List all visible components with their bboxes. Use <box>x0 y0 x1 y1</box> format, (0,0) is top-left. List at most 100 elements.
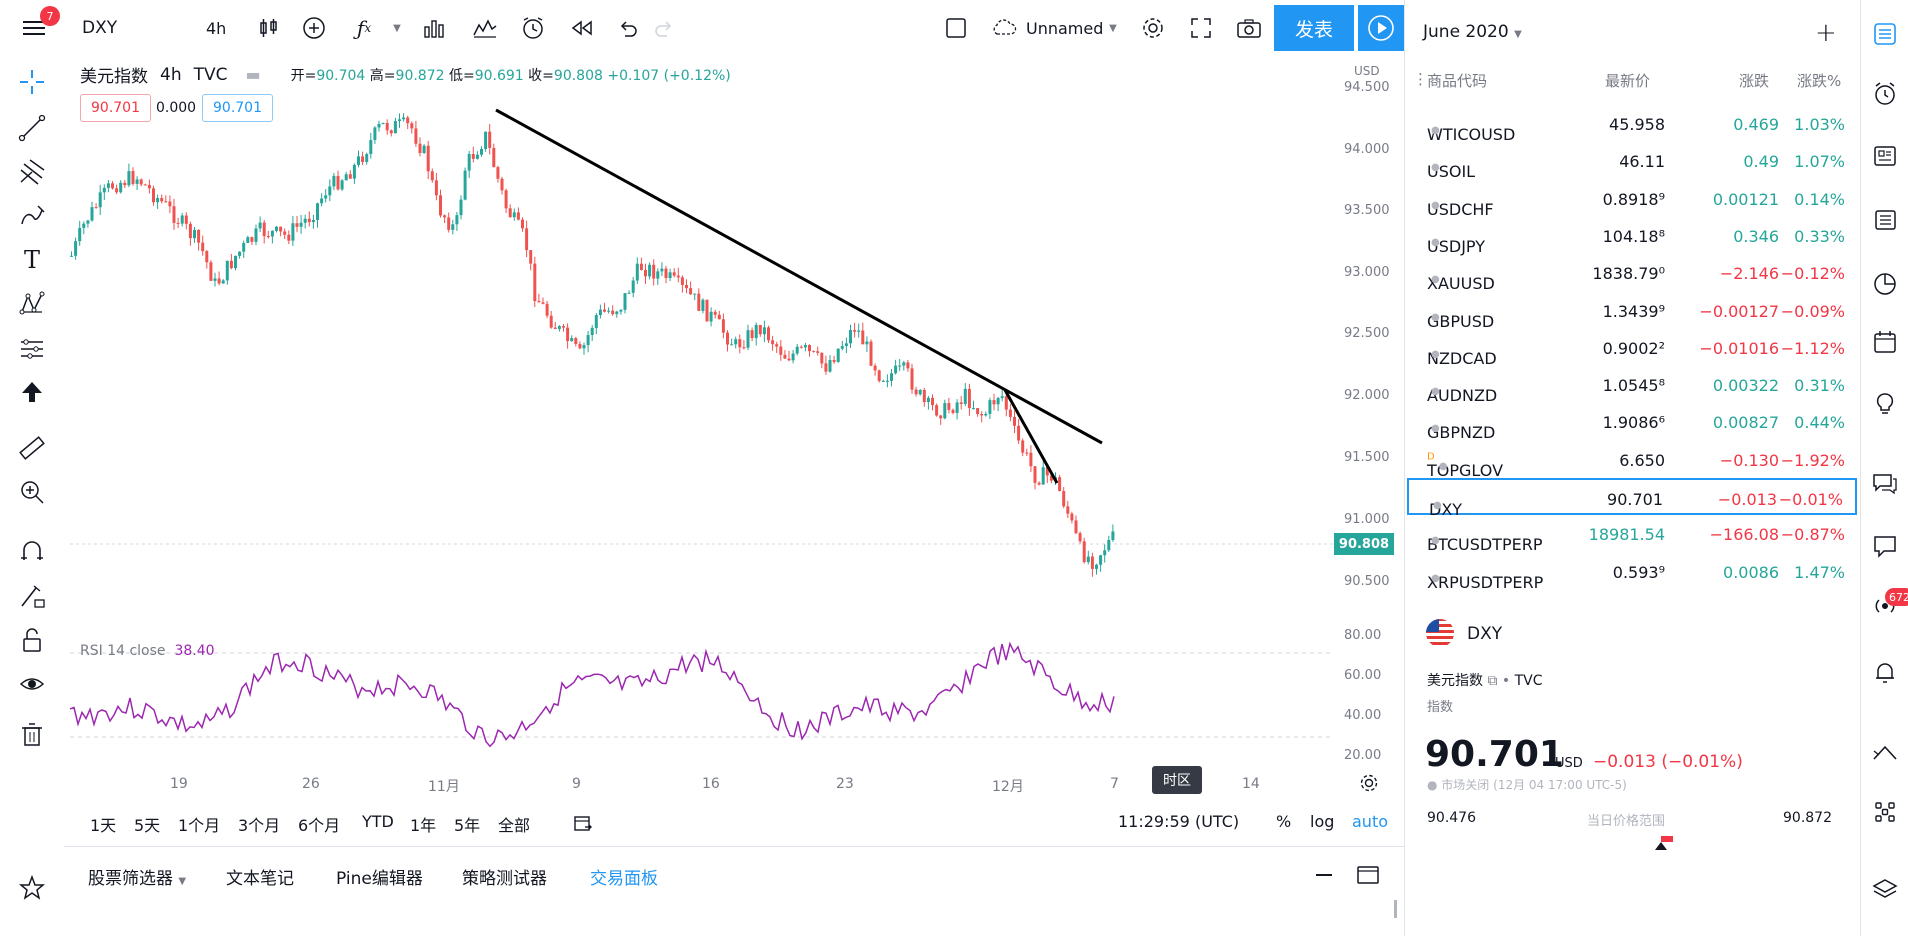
watchlist-row[interactable]: USOIL ● 46.11 0.49 1.07% <box>1427 152 1845 182</box>
watchlist-row[interactable]: DXY ● 90.701 −0.013 −0.01% <box>1407 478 1857 519</box>
alarm-clock-icon[interactable] <box>1869 78 1901 110</box>
range-all[interactable]: 全部 <box>498 816 531 835</box>
magnet-icon[interactable] <box>16 536 48 568</box>
news-icon[interactable] <box>1869 140 1901 172</box>
watchlist-icon[interactable] <box>1869 18 1901 50</box>
legend-symbol-name[interactable]: 美元指数 <box>80 67 148 87</box>
interval-button[interactable]: 4h <box>206 18 227 38</box>
candles-icon[interactable] <box>254 12 282 44</box>
tab-trading-panel[interactable]: 交易面板 <box>590 869 658 889</box>
pie-chart-icon[interactable] <box>1869 268 1901 300</box>
text-tool-icon[interactable]: T <box>23 246 40 274</box>
col-change-pct[interactable]: 涨跌% <box>1797 72 1842 90</box>
clock-timezone[interactable]: 11:29:59 (UTC) <box>1118 812 1240 831</box>
fullscreen-icon[interactable] <box>1186 12 1216 44</box>
col-last[interactable]: 最新价 <box>1605 72 1651 90</box>
price-chart-canvas[interactable] <box>64 56 1334 766</box>
camera-icon[interactable] <box>1234 12 1264 44</box>
forecast-icon[interactable] <box>16 332 48 364</box>
auto-toggle[interactable]: auto <box>1352 812 1389 831</box>
column-menu-icon[interactable]: ⋮ <box>1413 70 1428 88</box>
watchlist-row[interactable]: USDCHF ● 0.8918⁹ 0.00121 0.14% <box>1427 189 1845 219</box>
bell-icon[interactable] <box>1869 656 1901 688</box>
col-change[interactable]: 涨跌 <box>1739 72 1770 90</box>
watchlist-row[interactable]: GBPUSD ● 1.3439⁹ −0.00127 −0.09% <box>1427 301 1845 331</box>
tab-strategy-tester[interactable]: 策略测试器 <box>462 869 547 889</box>
alert-clock-icon[interactable] <box>518 12 548 44</box>
watchlist-row[interactable]: AUDNZD ● 1.0545⁸ 0.00322 0.31% <box>1427 376 1845 406</box>
watchlist-row[interactable]: TOPGLOV D ● 6.650 −0.130 −1.92% <box>1407 441 1857 480</box>
range-5d[interactable]: 5天 <box>134 816 161 835</box>
symbol-search[interactable]: DXY <box>82 18 118 38</box>
goto-date-icon[interactable] <box>572 812 594 834</box>
log-toggle[interactable]: log <box>1310 812 1335 831</box>
layout-select-icon[interactable] <box>942 12 970 44</box>
tab-pine-editor[interactable]: Pine编辑器 <box>336 869 423 889</box>
pitchfork-icon[interactable] <box>16 156 48 188</box>
resize-handle[interactable] <box>1394 900 1397 918</box>
range-1y[interactable]: 1年 <box>410 816 437 835</box>
watchlist-row[interactable]: XAUUSD ● 1838.79⁰ −2.146 −0.12% <box>1427 264 1845 294</box>
undo-icon[interactable] <box>614 12 642 44</box>
templates-icon[interactable] <box>420 12 448 44</box>
chat-icon[interactable] <box>1869 468 1901 500</box>
replay-icon[interactable] <box>568 12 596 44</box>
range-5y[interactable]: 5年 <box>454 816 481 835</box>
gear-icon[interactable] <box>1138 12 1168 44</box>
pattern-icon[interactable] <box>16 288 48 320</box>
calendar-icon[interactable] <box>1869 326 1901 358</box>
zoom-in-icon[interactable] <box>16 476 48 508</box>
crosshair-icon[interactable] <box>16 66 48 98</box>
chevron-down-icon[interactable]: ▼ <box>1109 22 1117 34</box>
star-icon[interactable] <box>16 872 48 904</box>
lightbulb-icon[interactable] <box>1869 388 1901 420</box>
chevron-down-icon[interactable]: ▼ <box>393 22 401 34</box>
trend-line-icon[interactable] <box>16 112 48 144</box>
axis-settings-icon[interactable] <box>1358 772 1380 794</box>
range-1d[interactable]: 1天 <box>90 816 117 835</box>
collapse-chevron-icon[interactable] <box>1869 736 1901 768</box>
publish-button[interactable]: 发表 <box>1274 5 1354 51</box>
indicator-templates-icon[interactable] <box>470 12 500 44</box>
trash-icon[interactable] <box>16 718 48 750</box>
message-icon[interactable] <box>1869 530 1901 562</box>
ask-box[interactable]: 90.701 <box>202 94 273 122</box>
watchlist-row[interactable]: GBPNZD ● 1.9086⁶ 0.00827 0.44% <box>1427 413 1845 443</box>
range-ytd[interactable]: YTD <box>362 812 394 831</box>
watchlist-row[interactable]: NZDCAD ● 0.9002² −0.01016 −1.12% <box>1427 338 1845 368</box>
watchlist-row[interactable]: WTICOUSD ● 45.958 0.469 1.03% <box>1427 115 1845 144</box>
eye-icon[interactable] <box>16 668 48 700</box>
tab-text-notes[interactable]: 文本笔记 <box>226 869 294 889</box>
layout-name[interactable]: Unnamed <box>1026 18 1104 38</box>
watchlist-row[interactable]: XRPUSDTPERP ● 0.593⁹ 0.0086 1.47% <box>1427 562 1845 592</box>
bid-box[interactable]: 90.701 <box>80 94 151 122</box>
detail-symbol[interactable]: DXY <box>1467 624 1503 644</box>
menu-icon[interactable] <box>18 12 50 44</box>
maximize-panel-icon[interactable] <box>1356 864 1380 886</box>
tab-stock-screener[interactable]: 股票筛选器 ▼ <box>88 869 187 889</box>
percent-toggle[interactable]: % <box>1276 812 1292 831</box>
ruler-icon[interactable] <box>16 432 48 464</box>
apps-grid-icon[interactable] <box>1869 796 1901 828</box>
range-6m[interactable]: 6个月 <box>298 816 341 835</box>
play-icon[interactable] <box>1358 5 1404 51</box>
trend-line-drawing[interactable] <box>495 108 1103 445</box>
compare-add-icon[interactable] <box>300 12 328 44</box>
layers-icon[interactable] <box>1869 874 1901 906</box>
watchlist-row[interactable]: BTCUSDTPERP ● 18981.54 −166.08 −0.87% <box>1427 525 1845 555</box>
lock-icon[interactable] <box>16 624 48 656</box>
legend-minus-icon[interactable]: ▬ <box>245 65 261 84</box>
watchlist-row[interactable]: USDJPY ● 104.18⁸ 0.346 0.33% <box>1427 226 1845 256</box>
arrow-up-icon[interactable] <box>16 376 48 408</box>
minimize-panel-icon[interactable] <box>1316 874 1332 876</box>
add-symbol-icon[interactable]: + <box>1815 18 1837 48</box>
pencil-lock-icon[interactable] <box>16 580 48 612</box>
data-window-icon[interactable] <box>1869 204 1901 236</box>
brush-icon[interactable] <box>16 200 48 232</box>
trend-line-drawing-short[interactable] <box>1003 389 1059 484</box>
watchlist-title[interactable]: June 2020 ▼ <box>1423 22 1522 42</box>
range-3m[interactable]: 3个月 <box>238 816 281 835</box>
col-symbol[interactable]: 商品代码 <box>1427 72 1488 90</box>
range-1m[interactable]: 1个月 <box>178 816 221 835</box>
